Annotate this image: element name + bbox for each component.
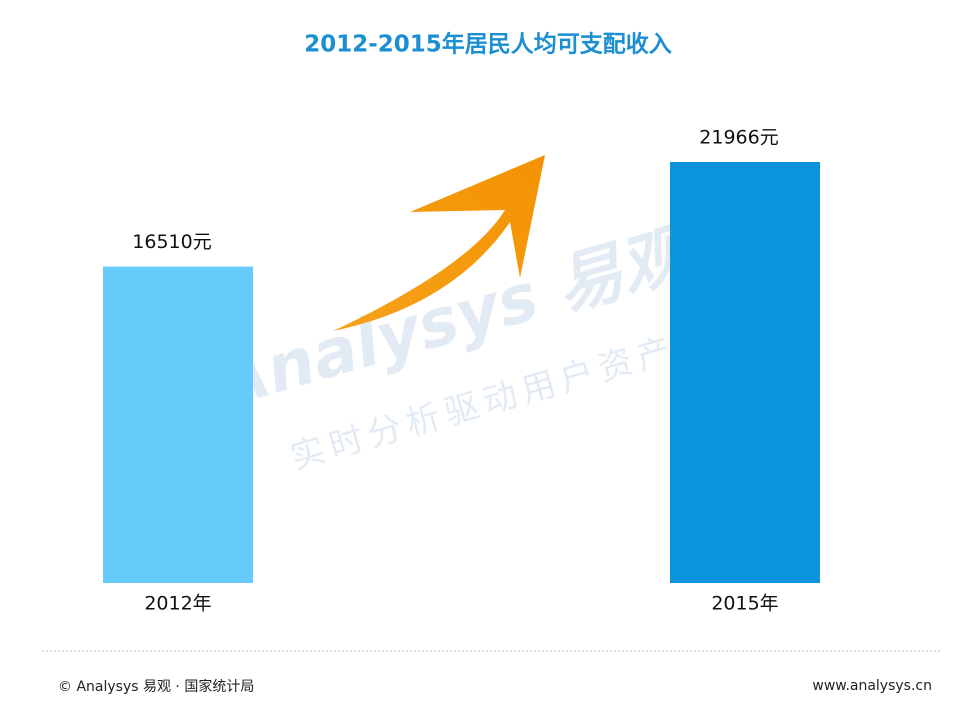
footer-url: www.analysys.cn — [812, 678, 932, 694]
x-tick-label: 2012年 — [144, 593, 211, 615]
bar — [670, 162, 820, 583]
chart-title: 2012-2015年居民人均可支配收入 — [304, 31, 672, 58]
watermark: Analysys 易观 实时分析驱动用户资产 — [203, 213, 703, 478]
trend-arrow — [333, 155, 545, 331]
value-label: 21966元 — [699, 127, 778, 149]
footer-source: © Analysys 易观 · 国家统计局 — [58, 678, 254, 695]
x-tick-label: 2015年 — [711, 593, 778, 615]
value-label: 16510元 — [132, 231, 211, 253]
bar — [103, 266, 253, 583]
plot-area: 16510元 2012年 21966元 2015年 — [103, 127, 820, 615]
